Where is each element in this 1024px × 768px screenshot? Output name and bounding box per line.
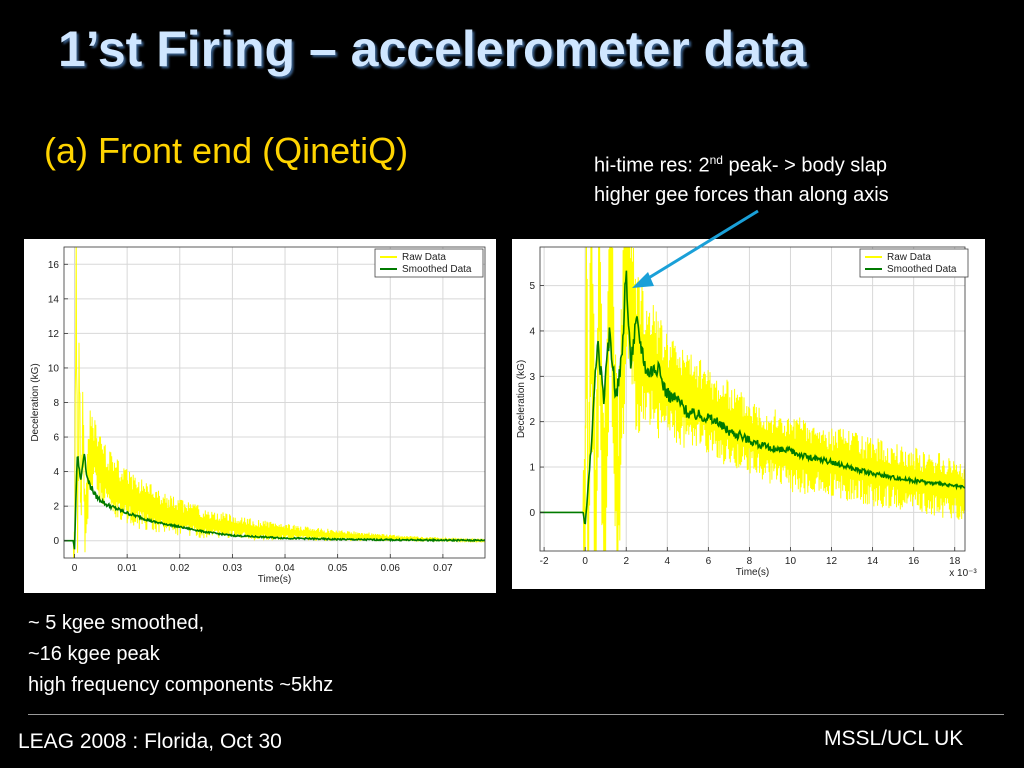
y-tick-label: 3	[529, 372, 535, 383]
note-frequency: high frequency components ~5khz	[28, 674, 334, 696]
x-tick-label: 0.01	[117, 563, 137, 574]
x-tick-label: 10	[785, 556, 797, 567]
smoothed-data-line	[540, 270, 965, 525]
slide-subtitle: (a) Front end (QinetiQ)	[44, 130, 409, 171]
y-tick-label: 8	[53, 398, 59, 409]
legend-raw-label: Raw Data	[887, 252, 931, 263]
x-tick-label: 18	[949, 556, 961, 567]
annotation-line-1: hi-time res: 2nd peak- > body slap	[594, 146, 889, 181]
y-tick-label: 10	[48, 363, 60, 374]
x-tick-label: 8	[747, 556, 753, 567]
x-axis-label: Time(s)	[736, 567, 770, 578]
annotation-line-1-post: peak- > body slap	[722, 154, 887, 177]
x-tick-label: 2	[623, 556, 629, 567]
y-tick-label: 0	[53, 536, 59, 547]
chart-1-svg: 0 0.01 0.02 0.03 0.04 0.05 0.06 0.07 0 2 4 6 8 10 12 14…	[30, 246, 486, 585]
y-axis-label: Deceleration (kG)	[516, 360, 527, 438]
legend-smoothed-label: Smoothed Data	[402, 264, 472, 275]
notes-block: ~ 5 kgee smoothed, ~16 kgee peak high fr…	[28, 608, 333, 701]
chart-front-end-full: 0 0.01 0.02 0.03 0.04 0.05 0.06 0.07 0 2 4 6 8 10 12 14…	[24, 239, 496, 593]
raw-data-line	[540, 247, 965, 551]
x-tick-label: 0	[72, 563, 78, 574]
y-tick-label: 16	[48, 260, 60, 271]
y-tick-label: 1	[529, 463, 535, 474]
smoothed-data-line	[64, 453, 485, 550]
x-tick-label: 0.03	[223, 563, 243, 574]
y-tick-label: 5	[529, 281, 535, 292]
footer-org: MSSL/UCL UK	[824, 727, 964, 750]
chart-2-svg: -2 0 2 4 6 8 10 12 14 16 18012345Time(s)Decelerati…	[516, 246, 977, 579]
legend-raw-label: Raw Data	[402, 252, 446, 263]
x-tick-label: 0.04	[275, 563, 295, 574]
x-tick-label: 0	[582, 556, 588, 567]
y-tick-label: 6	[53, 433, 59, 444]
y-tick-label: 0	[529, 508, 535, 519]
legend-box	[374, 248, 484, 278]
y-axis-label: Deceleration (kG)	[30, 363, 41, 441]
annotation-text: hi-time res: 2nd peak- > body slap highe…	[594, 146, 889, 210]
x-tick-label: 14	[867, 556, 879, 567]
y-tick-label: 14	[48, 294, 60, 305]
x-tick-label: 0.02	[170, 563, 190, 574]
x-scale-label: x 10⁻³	[949, 568, 977, 579]
legend-box	[859, 248, 969, 278]
legend-smoothed-label: Smoothed Data	[887, 264, 957, 275]
x-axis-label: Time(s)	[258, 574, 292, 585]
x-tick-label: 0.07	[433, 563, 453, 574]
slide-title: 1’st Firing – accelerometer data	[58, 21, 807, 77]
y-tick-label: 4	[53, 467, 59, 478]
note-peak: ~16 kgee peak	[28, 643, 160, 665]
x-tick-label: 12	[826, 556, 838, 567]
annotation-line-2: higher gee forces than along axis	[594, 183, 889, 206]
y-tick-label: 12	[48, 329, 60, 340]
annotation-line-1-pre: hi-time res: 2	[594, 154, 710, 177]
x-tick-label: 4	[665, 556, 671, 567]
note-smoothed: ~ 5 kgee smoothed,	[28, 612, 205, 634]
y-tick-label: 2	[529, 417, 535, 428]
footer-event: LEAG 2008 : Florida, Oct 30	[18, 730, 282, 753]
x-tick-label: 16	[908, 556, 920, 567]
x-tick-label: 0.06	[381, 563, 401, 574]
x-tick-label: -2	[540, 556, 549, 567]
y-tick-label: 2	[53, 502, 59, 513]
annotation-superscript: nd	[709, 153, 723, 167]
footer-divider	[28, 714, 1004, 715]
x-tick-label: 0.05	[328, 563, 348, 574]
x-tick-label: 6	[706, 556, 712, 567]
chart-front-end-zoom: -2 0 2 4 6 8 10 12 14 16 18 0 1 2 3 4 5 Time(s) Decelerati…	[512, 239, 985, 589]
raw-data-line	[64, 247, 485, 558]
y-tick-label: 4	[529, 326, 535, 337]
